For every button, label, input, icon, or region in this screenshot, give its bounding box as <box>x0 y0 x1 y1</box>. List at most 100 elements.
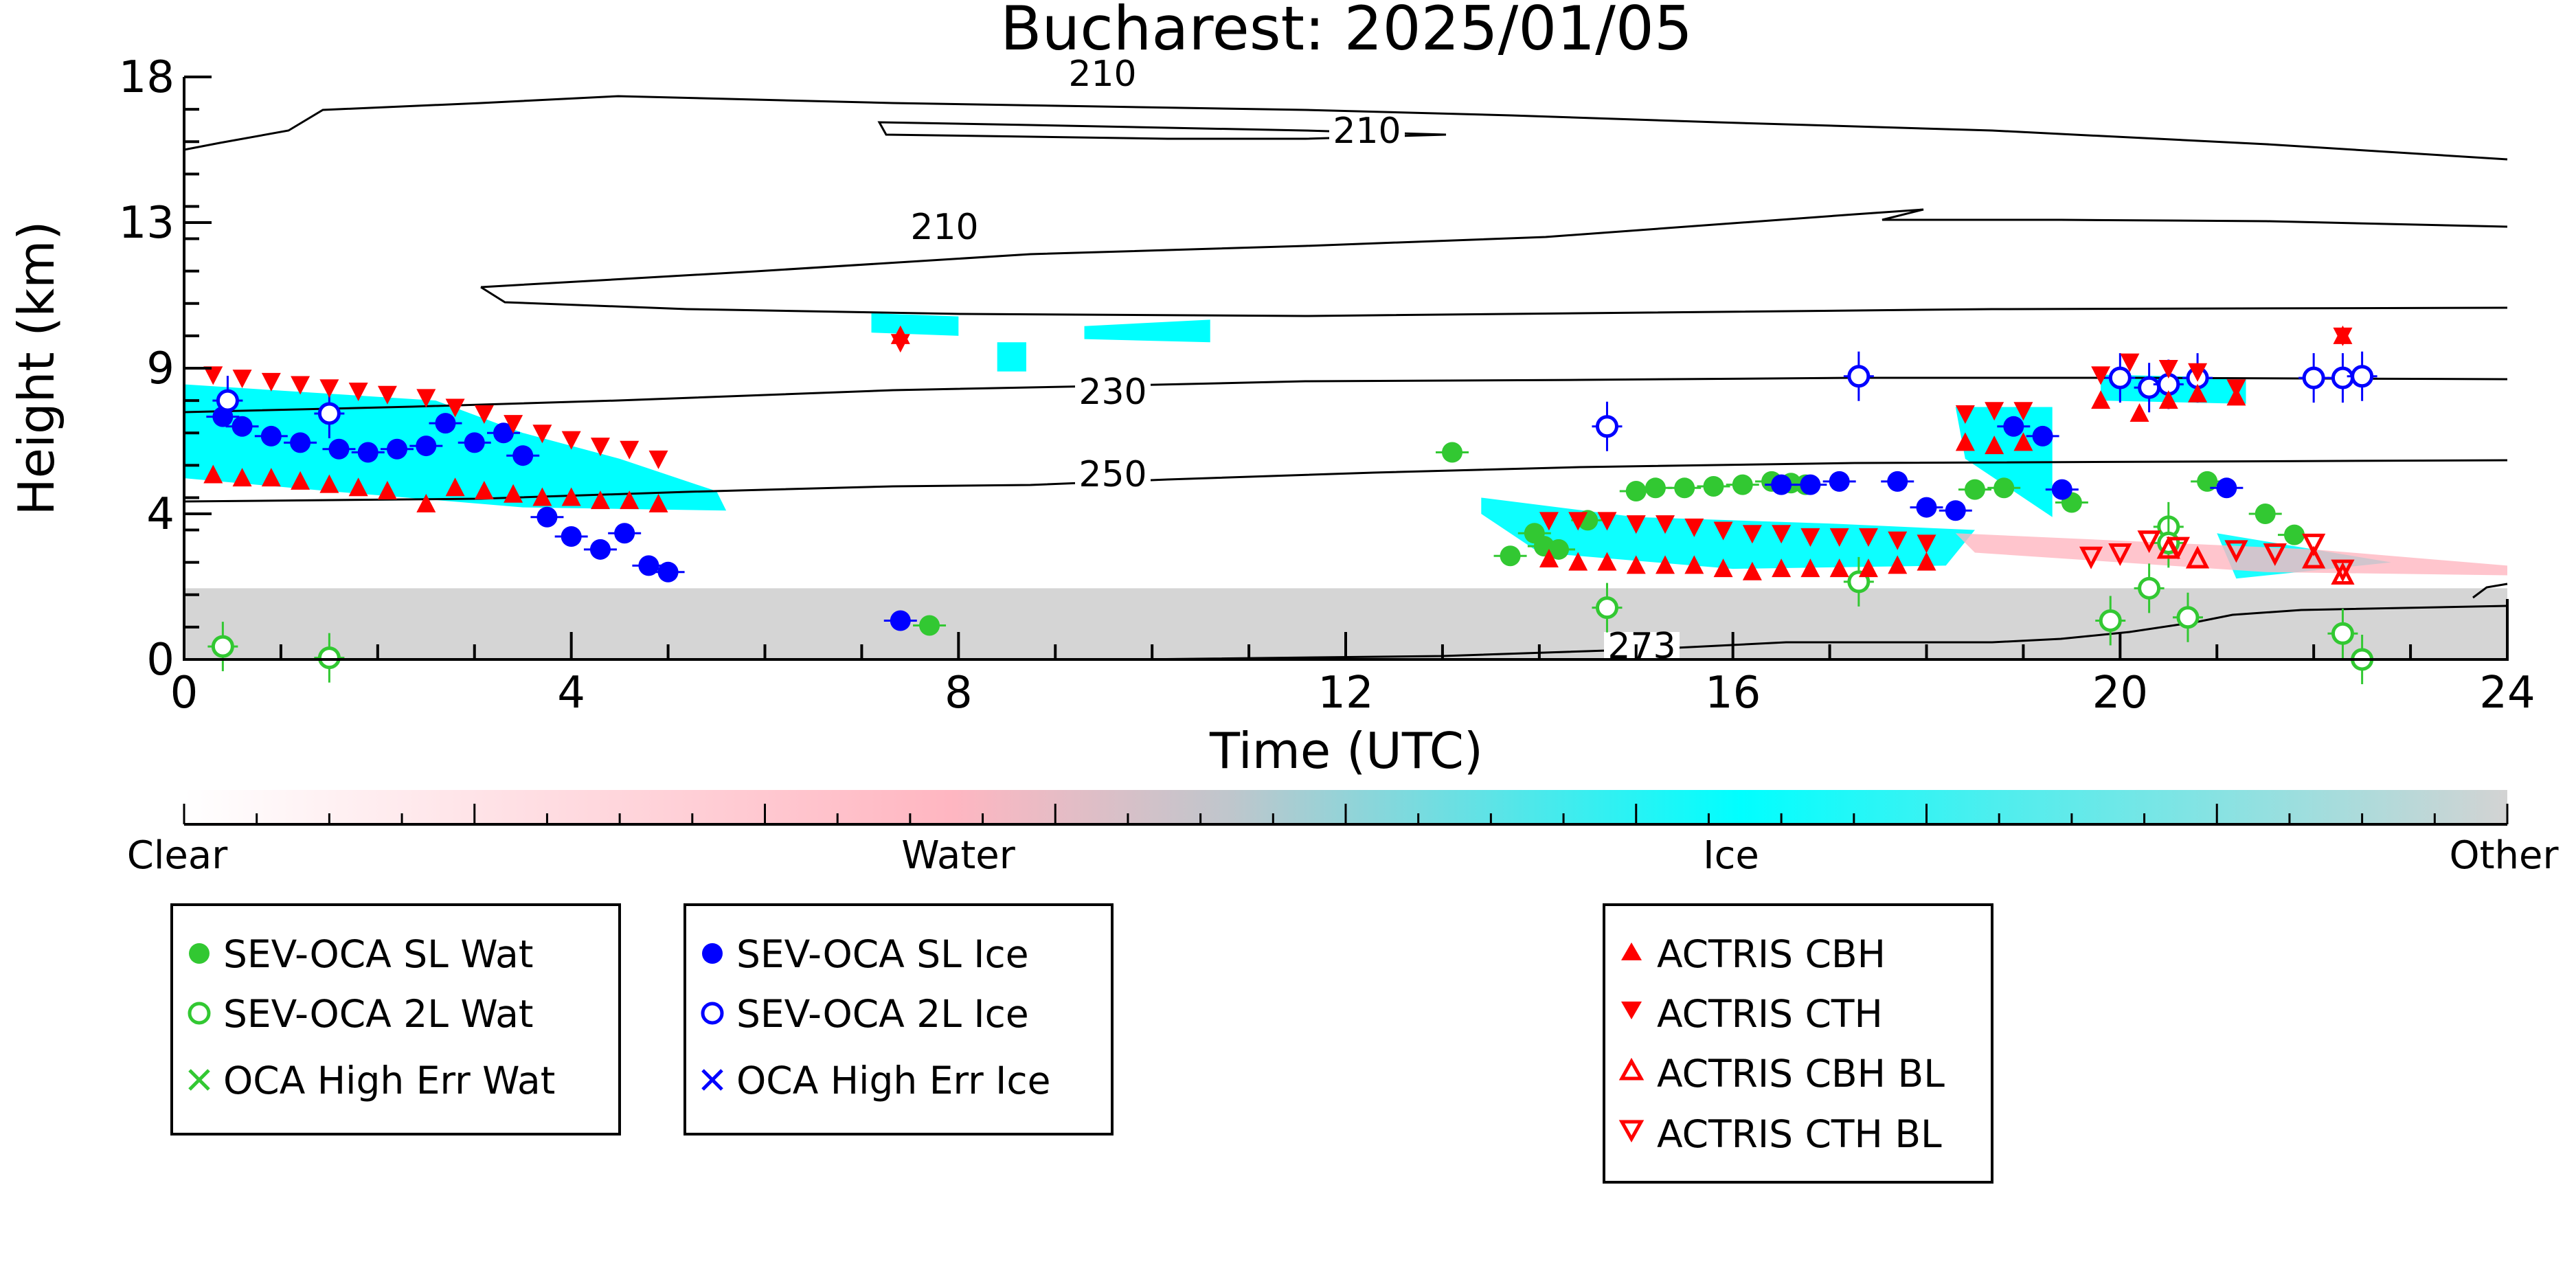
actris-cth-point <box>1656 515 1675 534</box>
sev-oca-2l-wat-point <box>2099 609 2122 632</box>
chart-title: Bucharest: 2025/01/05 <box>1000 0 1693 64</box>
actris-cth-point <box>377 385 397 405</box>
legend-marker-cbh-bl <box>1618 1057 1645 1081</box>
actris-cbh-point <box>2091 390 2111 409</box>
x-tick-label: 12 <box>1318 668 1373 719</box>
actris-cbh-point <box>1985 436 2004 455</box>
actris-cth-bl-point <box>2302 533 2326 556</box>
sev-oca-sl-wat-point <box>1442 442 1463 463</box>
actris-cbh-point <box>1917 552 1936 571</box>
sev-oca-sl-wat-point <box>1625 481 1647 502</box>
sev-oca-2l-ice-point <box>2331 366 2354 389</box>
actris-cth-bl-point <box>2108 543 2132 566</box>
colorbar-label-ice: Ice <box>1703 833 1759 878</box>
actris-cth-point <box>2013 402 2033 421</box>
sev-oca-sl-wat-point <box>1548 539 1570 560</box>
legend-marker-2l-ice <box>701 1002 724 1025</box>
contour-labels: 210 210 210 230 250 273 <box>907 54 1680 667</box>
actris-cth-bl-point <box>2137 530 2161 554</box>
actris-cth-point <box>890 334 910 353</box>
actris-cbh-point <box>1772 558 1792 578</box>
sev-oca-2l-ice-point <box>1847 365 1871 388</box>
sev-oca-sl-ice-point <box>357 442 379 463</box>
plot-axes <box>183 77 2509 661</box>
actris-cth-point <box>291 376 310 395</box>
actris-cth-bl-point <box>2331 559 2355 583</box>
sev-oca-2l-ice-point <box>216 389 239 412</box>
actris-cbh-point <box>1955 432 1975 451</box>
actris-cbh-bl-point <box>2331 562 2355 585</box>
actris-cth-point <box>232 370 252 389</box>
sev-oca-sl-ice-point <box>328 438 350 460</box>
y-axis-label: Height (km) <box>8 221 65 516</box>
actris-cbh-point <box>2158 390 2178 409</box>
actris-cth-point <box>1568 512 1588 531</box>
actris-cbh-point <box>1539 548 1559 567</box>
actris-cbh-bl-point <box>2302 545 2326 569</box>
x-tick-label: 8 <box>945 668 973 719</box>
retrieval-markers <box>203 325 2377 684</box>
contour-label: 230 <box>1078 372 1146 413</box>
x-tick-label: 4 <box>557 668 585 719</box>
cloud-type-fields <box>184 313 2507 659</box>
sev-oca-sl-wat-point <box>919 615 940 636</box>
sev-oca-sl-wat-point <box>2255 504 2276 524</box>
actris-cbh-point <box>561 487 581 506</box>
actris-cth-point <box>1684 518 1704 537</box>
actris-cbh-point <box>504 484 523 503</box>
contour-line <box>183 376 2508 414</box>
y-tick-label: 9 <box>146 343 174 394</box>
actris-cbh-point <box>1656 555 1675 574</box>
actris-cbh-point <box>1597 552 1617 571</box>
sev-oca-sl-ice-point <box>416 436 437 457</box>
actris-cbh-point <box>1626 555 1646 574</box>
legend-label: ACTRIS CBH <box>1657 932 1886 976</box>
actris-cbh-point <box>474 481 494 500</box>
x-ticks: 0 4 8 12 16 20 24 <box>170 632 2535 719</box>
actris-cbh-point <box>416 493 436 512</box>
sev-oca-2l-wat-point <box>2331 622 2354 645</box>
legend-marker-2l-wat <box>188 1002 211 1025</box>
y-tick-label: 4 <box>146 489 174 540</box>
sev-oca-sl-ice-point <box>536 506 558 528</box>
cloud-field <box>997 342 1026 372</box>
legend-marker-cth <box>1621 1002 1642 1019</box>
legend-label: OCA High Err Ice <box>736 1059 1050 1103</box>
actris-cbh-point <box>648 493 668 512</box>
contour-label: 210 <box>1333 111 1401 152</box>
actris-cth-point <box>590 438 610 457</box>
x-tick-label: 0 <box>170 668 199 719</box>
actris-cbh-point <box>1713 558 1733 578</box>
contour-line <box>2472 583 2508 599</box>
actris-cth-point <box>2158 360 2178 379</box>
actris-cth-point <box>2120 353 2140 372</box>
legend-marker-higherr-wat <box>188 1069 210 1091</box>
sev-oca-2l-ice-point <box>317 402 341 425</box>
sev-oca-sl-wat-point <box>1993 477 2015 499</box>
actris-cth-point <box>416 389 436 408</box>
y-tick-label: 0 <box>146 635 174 686</box>
sev-oca-2l-wat-point <box>211 635 234 658</box>
sev-oca-sl-wat-point <box>1645 477 1666 499</box>
legend-label: SEV-OCA SL Wat <box>223 932 533 976</box>
sev-oca-sl-ice-point <box>1887 471 1908 492</box>
actris-cth-point <box>1955 405 1975 424</box>
sev-oca-sl-ice-point <box>638 555 659 576</box>
legend-marker-cth-bl <box>1618 1120 1645 1143</box>
actris-cth-point <box>2188 363 2208 382</box>
actris-cth-point <box>1858 528 1878 547</box>
colorbar-ticks <box>183 804 2509 824</box>
y-tick-label: 13 <box>119 198 174 249</box>
sev-oca-sl-wat-point <box>1703 475 1724 497</box>
actris-cth-point <box>620 440 640 460</box>
actris-cbh-point <box>1742 561 1762 580</box>
legend-label: OCA High Err Wat <box>223 1059 555 1103</box>
sev-oca-sl-ice-point <box>512 445 534 466</box>
sev-oca-sl-wat-point <box>2197 471 2218 492</box>
actris-cth-point <box>1917 534 1936 554</box>
sev-oca-2l-wat-point <box>317 646 341 670</box>
actris-cth-point <box>561 431 581 450</box>
sev-oca-2l-ice-point <box>2351 365 2374 388</box>
sev-oca-sl-ice-point <box>589 539 611 560</box>
